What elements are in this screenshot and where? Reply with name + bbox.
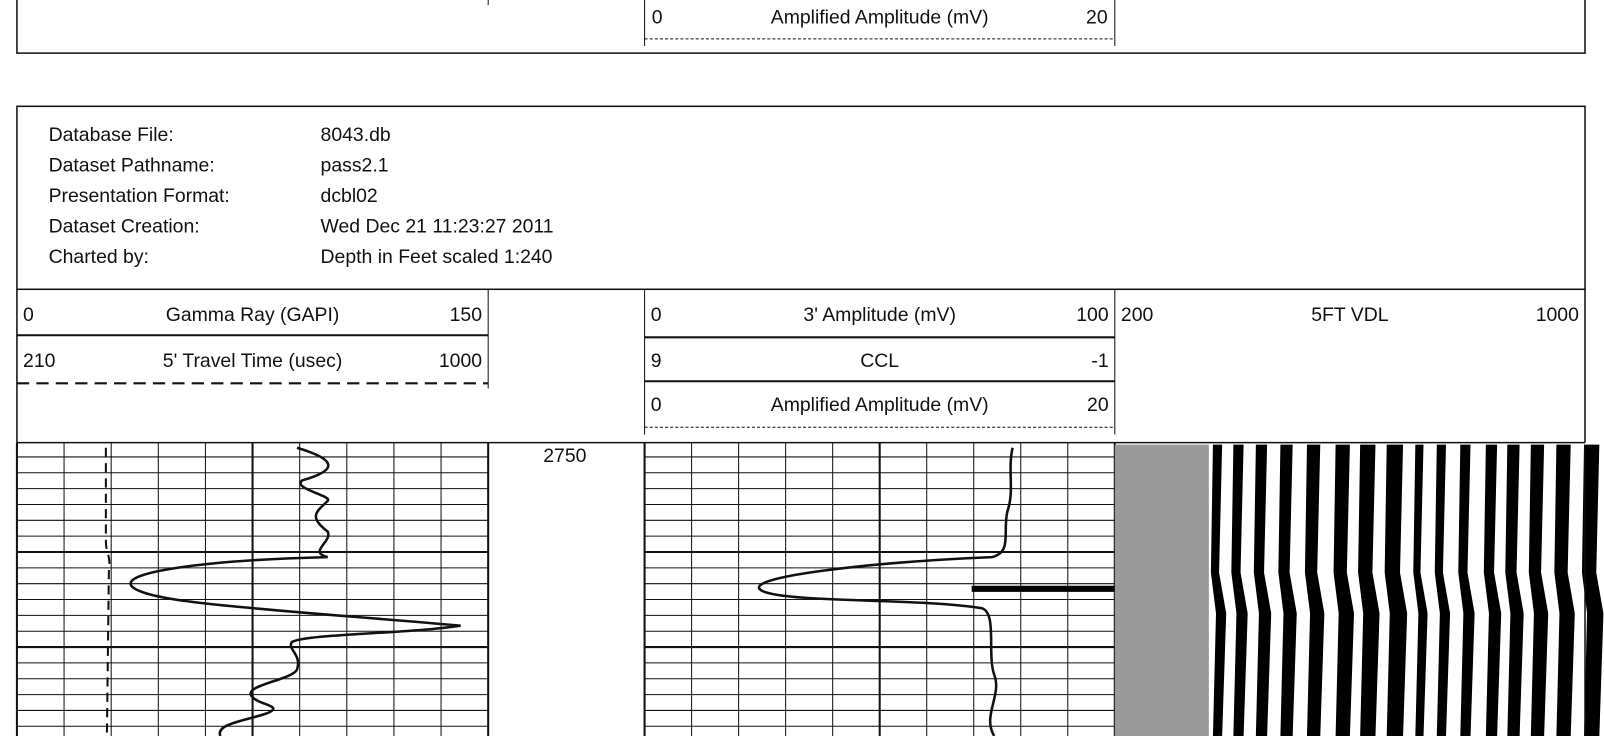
curve-title: 5' Travel Time (usec) bbox=[163, 350, 343, 372]
header-value: 8043.db bbox=[321, 124, 391, 146]
header-value: pass2.1 bbox=[321, 155, 389, 177]
vdl-stripe bbox=[1358, 445, 1379, 736]
gamma-ray-curve bbox=[131, 448, 461, 736]
vdl-stripe bbox=[1254, 445, 1271, 736]
scale-min: 200 bbox=[1121, 304, 1154, 326]
scale-min: 0 bbox=[651, 394, 662, 416]
vdl-stripe bbox=[1458, 445, 1474, 736]
vdl-gray bbox=[1115, 445, 1209, 736]
scale-min: 9 bbox=[651, 350, 662, 372]
scale-max: 1000 bbox=[1536, 304, 1579, 326]
header-label: Database File: bbox=[49, 124, 174, 146]
scale-max: 100 bbox=[1076, 304, 1109, 326]
scale-min: 0 bbox=[23, 304, 34, 326]
vdl-stripe bbox=[1211, 445, 1226, 736]
vdl-stripe bbox=[1554, 445, 1574, 736]
page: 0 Amplified Amplitude (mV) 20 Database F… bbox=[0, 0, 1604, 736]
depth-label: 2750 bbox=[543, 445, 586, 467]
vdl-stripe bbox=[1413, 445, 1427, 736]
scale-max: 150 bbox=[450, 304, 483, 326]
vdl-stripe bbox=[1505, 445, 1523, 736]
curve-title: Gamma Ray (GAPI) bbox=[166, 304, 340, 326]
vdl-stripe bbox=[1529, 445, 1548, 736]
curve-title: Amplified Amplitude (mV) bbox=[771, 7, 989, 29]
scale-max: -1 bbox=[1091, 350, 1108, 372]
scale-max: 1000 bbox=[439, 350, 482, 372]
curve-title: 5FT VDL bbox=[1311, 304, 1389, 326]
header-label: Dataset Pathname: bbox=[49, 155, 215, 177]
scale-min: 0 bbox=[651, 304, 662, 326]
header-value: Wed Dec 21 11:23:27 2011 bbox=[321, 215, 554, 237]
scale-max: 20 bbox=[1087, 394, 1109, 416]
curve-title: 3' Amplitude (mV) bbox=[803, 304, 956, 326]
scale-min: 0 bbox=[652, 7, 663, 29]
curve-title: Amplified Amplitude (mV) bbox=[771, 394, 989, 416]
amplitude-curve bbox=[759, 448, 1013, 736]
vdl-stripe bbox=[1385, 445, 1407, 736]
header-value: dcbl02 bbox=[321, 185, 378, 207]
vdl-stripe bbox=[1484, 445, 1501, 736]
travel-time-curve bbox=[106, 448, 110, 736]
scale-max: 20 bbox=[1086, 7, 1108, 29]
track-labels: 0 Gamma Ray (GAPI) 150 210 5' Travel Time (u… bbox=[23, 304, 1579, 416]
vdl-stripe bbox=[1231, 445, 1247, 736]
header-label: Charted by: bbox=[49, 246, 149, 268]
header-label: Presentation Format: bbox=[49, 185, 230, 207]
scale-min: 210 bbox=[23, 350, 56, 372]
vdl-stripe bbox=[1334, 445, 1354, 736]
grids bbox=[17, 443, 1115, 736]
header-label: Dataset Creation: bbox=[49, 215, 200, 237]
top-section: 0 Amplified Amplitude (mV) 20 bbox=[17, 0, 1585, 53]
vdl-stripe bbox=[1305, 445, 1324, 736]
vdl-stripe bbox=[1435, 445, 1450, 736]
header-value: Depth in Feet scaled 1:240 bbox=[321, 246, 553, 268]
header-box bbox=[17, 106, 1585, 289]
log-view: 0 Amplified Amplitude (mV) 20 Database F… bbox=[0, 0, 1604, 736]
curve-title: CCL bbox=[860, 350, 899, 372]
vdl-stripe bbox=[1278, 445, 1296, 736]
vdl-image bbox=[1115, 445, 1604, 736]
header: Database File: 8043.db Dataset Pathname: pa… bbox=[49, 124, 554, 268]
